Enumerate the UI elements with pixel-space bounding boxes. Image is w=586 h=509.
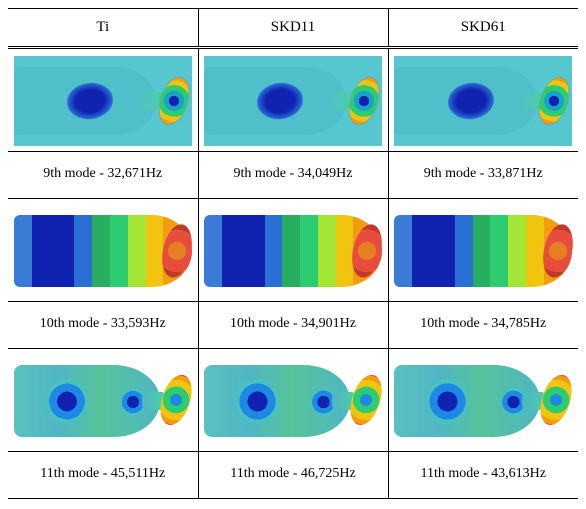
mode-label: 11th mode - 43,613Hz — [388, 452, 578, 499]
image-cell — [388, 349, 578, 452]
fea-mode-image — [14, 56, 192, 146]
image-cell — [8, 48, 198, 152]
image-cell — [198, 199, 388, 302]
mode-shape-table: Ti SKD11 SKD61 9th mode - 32,671Hz9th mo… — [8, 8, 578, 499]
fea-mode-image — [204, 356, 382, 446]
image-row — [8, 349, 578, 452]
header-row: Ti SKD11 SKD61 — [8, 9, 578, 48]
image-cell — [388, 48, 578, 152]
image-row — [8, 48, 578, 152]
mode-label: 11th mode - 46,725Hz — [198, 452, 388, 499]
fea-mode-image — [394, 56, 572, 146]
label-row: 11th mode - 45,511Hz11th mode - 46,725Hz… — [8, 452, 578, 499]
image-cell — [198, 349, 388, 452]
mode-label: 10th mode - 33,593Hz — [8, 302, 198, 349]
label-row: 10th mode - 33,593Hz10th mode - 34,901Hz… — [8, 302, 578, 349]
fea-mode-image — [394, 356, 572, 446]
image-cell — [8, 199, 198, 302]
image-cell — [198, 48, 388, 152]
image-row — [8, 199, 578, 302]
header-skd11: SKD11 — [198, 9, 388, 48]
mode-label: 9th mode - 34,049Hz — [198, 152, 388, 199]
label-row: 9th mode - 32,671Hz9th mode - 34,049Hz9t… — [8, 152, 578, 199]
mode-label: 10th mode - 34,901Hz — [198, 302, 388, 349]
fea-mode-image — [204, 56, 382, 146]
mode-label: 11th mode - 45,511Hz — [8, 452, 198, 499]
header-ti: Ti — [8, 9, 198, 48]
mode-label: 9th mode - 32,671Hz — [8, 152, 198, 199]
image-cell — [388, 199, 578, 302]
fea-mode-image — [14, 206, 192, 296]
mode-label: 9th mode - 33,871Hz — [388, 152, 578, 199]
fea-mode-image — [14, 356, 192, 446]
fea-mode-image — [204, 206, 382, 296]
mode-label: 10th mode - 34,785Hz — [388, 302, 578, 349]
header-skd61: SKD61 — [388, 9, 578, 48]
fea-mode-image — [394, 206, 572, 296]
image-cell — [8, 349, 198, 452]
